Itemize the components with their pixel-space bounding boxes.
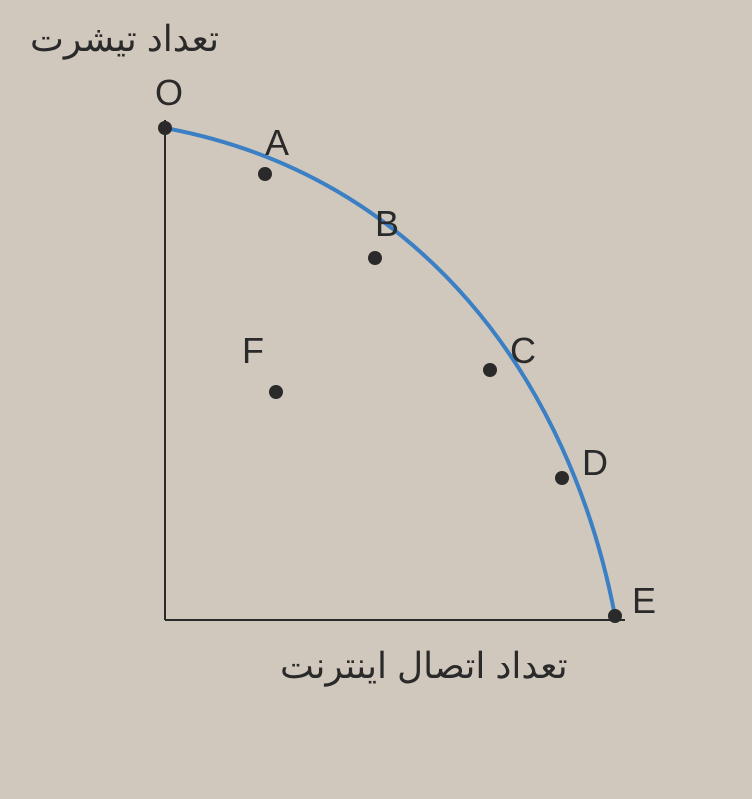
- point-label-c: C: [510, 330, 536, 372]
- ppf-curve: [165, 128, 615, 616]
- point-e: [608, 609, 622, 623]
- points-group: [158, 121, 622, 623]
- ppf-chart: تعداد تیشرت تعداد اتصال اینترنت O A B C D E F: [0, 0, 752, 799]
- point-label-e: E: [632, 580, 656, 622]
- y-axis-label: تعداد تیشرت: [30, 18, 219, 60]
- x-axis-label: تعداد اتصال اینترنت: [280, 645, 568, 687]
- point-label-o: O: [155, 72, 183, 114]
- point-a: [258, 167, 272, 181]
- point-label-b: B: [375, 203, 399, 245]
- point-f: [269, 385, 283, 399]
- point-b: [368, 251, 382, 265]
- point-o: [158, 121, 172, 135]
- point-label-f: F: [242, 330, 264, 372]
- point-c: [483, 363, 497, 377]
- point-d: [555, 471, 569, 485]
- point-label-a: A: [265, 122, 289, 164]
- point-label-d: D: [582, 442, 608, 484]
